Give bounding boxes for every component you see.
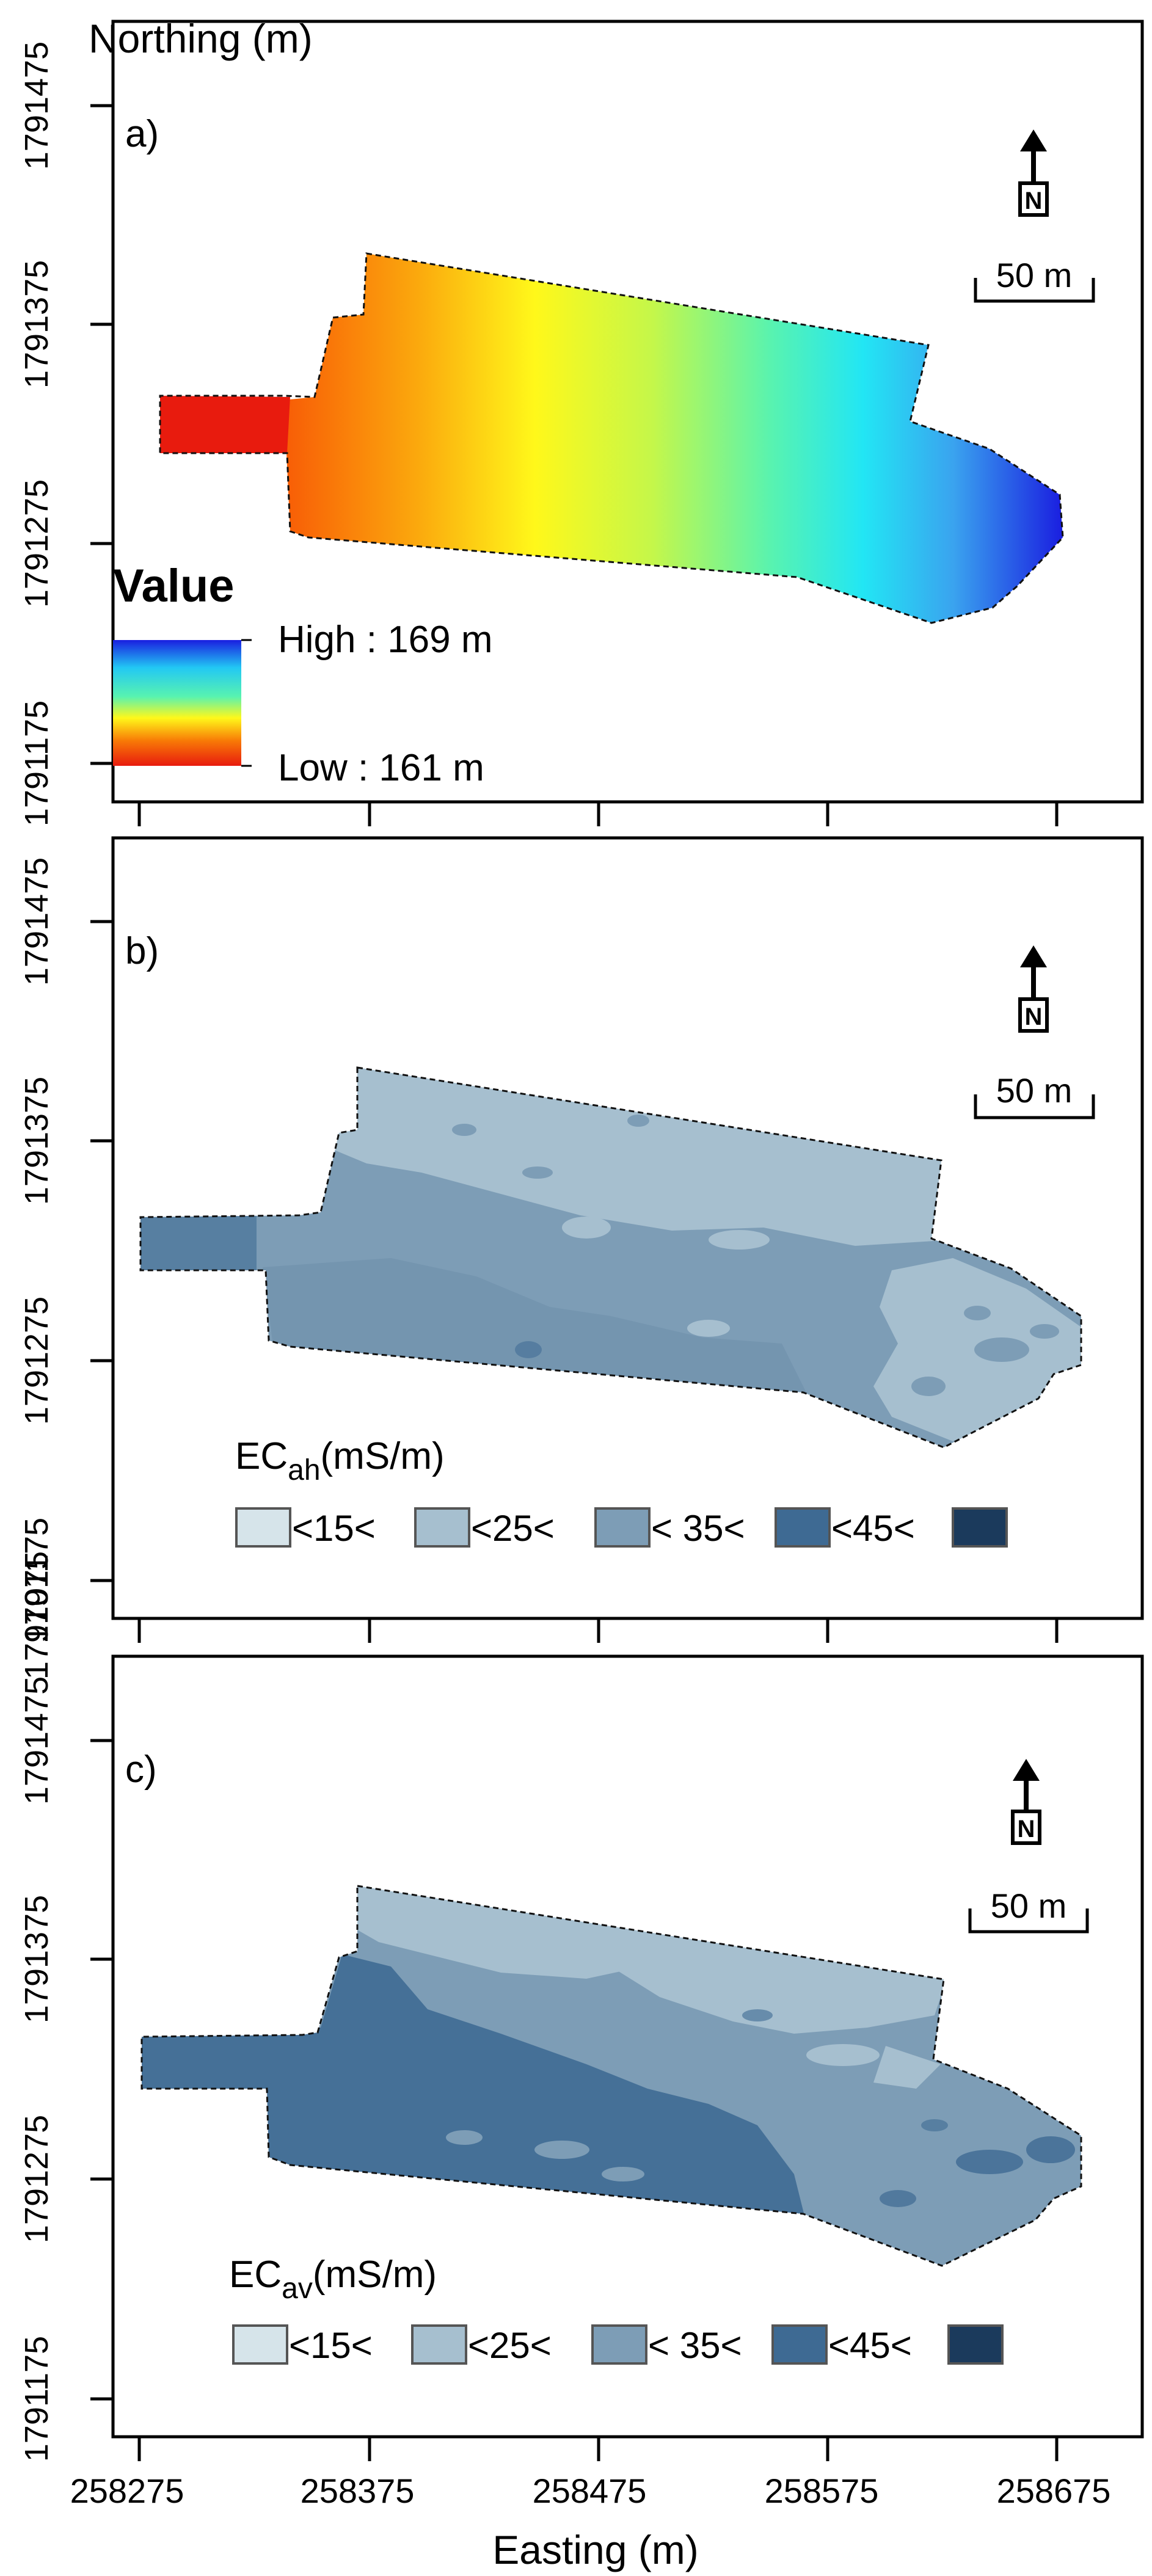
panel-letter: a): [125, 113, 159, 155]
legend-title: Value: [113, 560, 235, 612]
x-axis-title: Easting (m): [492, 2527, 698, 2572]
x-ticks-panel-a: [137, 802, 1059, 826]
y-tick-label: 1791475: [18, 1676, 55, 1805]
legend-class-label: <25<: [471, 1508, 555, 1549]
legend-swatch: [232, 2324, 288, 2365]
x-tick-label: 258675: [997, 2472, 1111, 2510]
legend-swatch: [947, 2324, 1004, 2365]
y-tick-label: 1791475: [18, 857, 55, 986]
north-arrow: N: [1018, 129, 1049, 217]
y-ticks-panel-a: 1791475 1791375 1791275 1791175: [18, 42, 113, 826]
map-frame-b: [111, 836, 1144, 1620]
x-tick-label: 258475: [533, 2472, 647, 2510]
north-arrow: N: [1018, 945, 1049, 1033]
legend-title-unit: (mS/m): [321, 1435, 445, 1477]
legend-title-sub: ah: [288, 1454, 320, 1486]
legend-a: Value High : 169 m Low : 161 m: [113, 560, 493, 789]
y-tick-label: 1791275: [18, 1297, 55, 1425]
y-tick-label: 1791175: [18, 1518, 55, 1643]
elevation-surface: [159, 252, 1064, 624]
legend-swatch: [594, 1507, 651, 1548]
legend-swatch: [411, 2324, 467, 2365]
scale-bar: 50 m: [974, 256, 1095, 303]
legend-class-label: < 35<: [648, 2325, 742, 2366]
y-tick-label: 1791475: [18, 42, 55, 170]
legend-class-label: <15<: [289, 2325, 373, 2366]
panel-b: 1791475 1791375 1791275 1791175 1791075 …: [18, 836, 1144, 1679]
legend-swatch: [952, 1507, 1008, 1548]
y-axis-title: Northing (m): [89, 16, 313, 61]
scale-label: 50 m: [991, 1887, 1067, 1925]
legend-high-label: High : 169 m: [278, 619, 493, 661]
x-tick-label: 258375: [301, 2472, 415, 2510]
x-ticks-panel-c: 258275 258375 258475 258575 258675: [70, 2437, 1111, 2510]
north-letter: N: [1018, 1816, 1035, 1843]
legend-swatch: [414, 1507, 470, 1548]
site-boundary: [140, 1885, 1082, 2267]
north-arrow: N: [1011, 1759, 1041, 1845]
legend-low-label: Low : 161 m: [278, 747, 484, 789]
conductivity-map-ah: [139, 1066, 1082, 1449]
y-tick-label: 1791175: [18, 700, 55, 826]
legend-title-main: EC: [235, 1435, 288, 1477]
north-letter: N: [1025, 1003, 1043, 1030]
y-tick-label: 1791375: [18, 260, 55, 388]
y-tick-label: 1791275: [18, 2115, 55, 2243]
panel-c: 1791475 1791375 1791275 1791175 258275 2…: [18, 1654, 1144, 2510]
scale-label: 50 m: [996, 256, 1073, 294]
site-boundary: [159, 252, 1064, 624]
legend-swatch: [235, 1507, 291, 1548]
legend-class-label: <45<: [831, 1508, 915, 1549]
y-tick-label: 1791375: [18, 1077, 55, 1205]
legend-class-label: <15<: [292, 1508, 376, 1549]
legend-class-label: <25<: [468, 2325, 552, 2366]
legend-title: ECah(mS/m): [235, 1435, 445, 1486]
legend-swatch: [771, 2324, 828, 2365]
north-letter: N: [1025, 187, 1043, 214]
legend-class-label: < 35<: [651, 1508, 745, 1549]
y-tick-label: 1791375: [18, 1895, 55, 2023]
map-frame-c: [111, 1654, 1144, 2439]
scale-bar: 50 m: [968, 1887, 1089, 1934]
y-ticks-panel-c: 1791475 1791375 1791275 1791175: [18, 1676, 113, 2462]
y-tick-label: 1791075: [18, 1551, 55, 1679]
legend-title: ECav(mS/m): [229, 2254, 437, 2305]
panel-a: 1791475 1791375 1791275 1791175 a): [18, 20, 1144, 826]
site-boundary: [139, 1066, 1082, 1449]
legend-swatch: [591, 2324, 647, 2365]
legend-title-unit: (mS/m): [313, 2254, 437, 2296]
scale-label: 50 m: [996, 1071, 1073, 1110]
x-tick-label: 258275: [70, 2472, 184, 2510]
legend-c: ECav(mS/m) <15< <25< < 35< <45<: [229, 2254, 1004, 2366]
legend-title-sub: av: [282, 2272, 313, 2305]
conductivity-map-av: [140, 1885, 1082, 2267]
scale-bar: 50 m: [974, 1071, 1095, 1119]
legend-color-ramp: [113, 640, 241, 766]
legend-title-main: EC: [229, 2254, 282, 2296]
y-tick-label: 1791275: [18, 479, 55, 608]
panel-letter: c): [125, 1748, 157, 1791]
map-frame-a: [111, 20, 1144, 804]
y-tick-label: 1791175: [18, 2336, 55, 2462]
x-tick-label: 258575: [765, 2472, 879, 2510]
y-ticks-panel-b: 1791475 1791375 1791275 1791175 1791075: [18, 857, 113, 1679]
legend-class-label: <45<: [828, 2325, 912, 2366]
panel-letter: b): [125, 930, 159, 972]
legend-swatch: [775, 1507, 831, 1548]
legend-b: ECah(mS/m) <15< <25< < 35< <45<: [235, 1435, 1008, 1549]
x-ticks-panel-b: [137, 1618, 1059, 1643]
